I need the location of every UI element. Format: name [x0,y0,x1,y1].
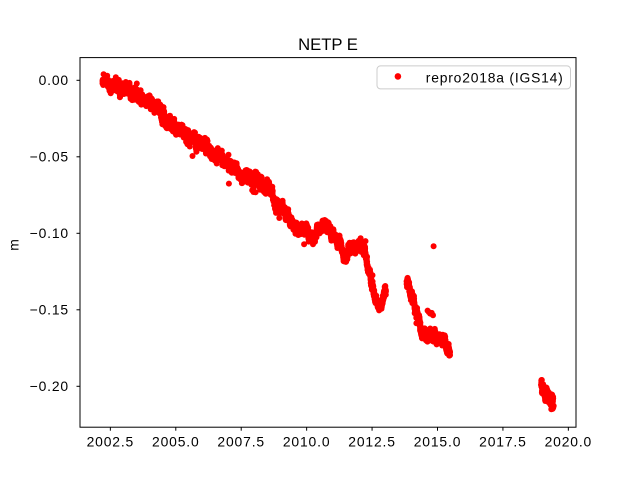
svg-text:2005.0: 2005.0 [152,433,200,449]
svg-text:2020.0: 2020.0 [545,433,593,449]
svg-text:NETP E: NETP E [298,35,358,54]
svg-text:2002.5: 2002.5 [87,433,135,449]
svg-text:−0.10: −0.10 [30,225,69,241]
svg-text:2007.5: 2007.5 [217,433,265,449]
svg-text:−0.20: −0.20 [30,378,69,394]
svg-text:−0.05: −0.05 [30,149,69,165]
svg-text:2010.0: 2010.0 [283,433,331,449]
svg-text:m: m [6,238,22,250]
svg-text:2017.5: 2017.5 [479,433,527,449]
svg-text:2012.5: 2012.5 [348,433,396,449]
svg-text:−0.15: −0.15 [30,302,69,318]
svg-text:2015.0: 2015.0 [414,433,462,449]
svg-text:0.00: 0.00 [39,72,69,88]
svg-text:repro2018a (IGS14): repro2018a (IGS14) [426,69,564,85]
